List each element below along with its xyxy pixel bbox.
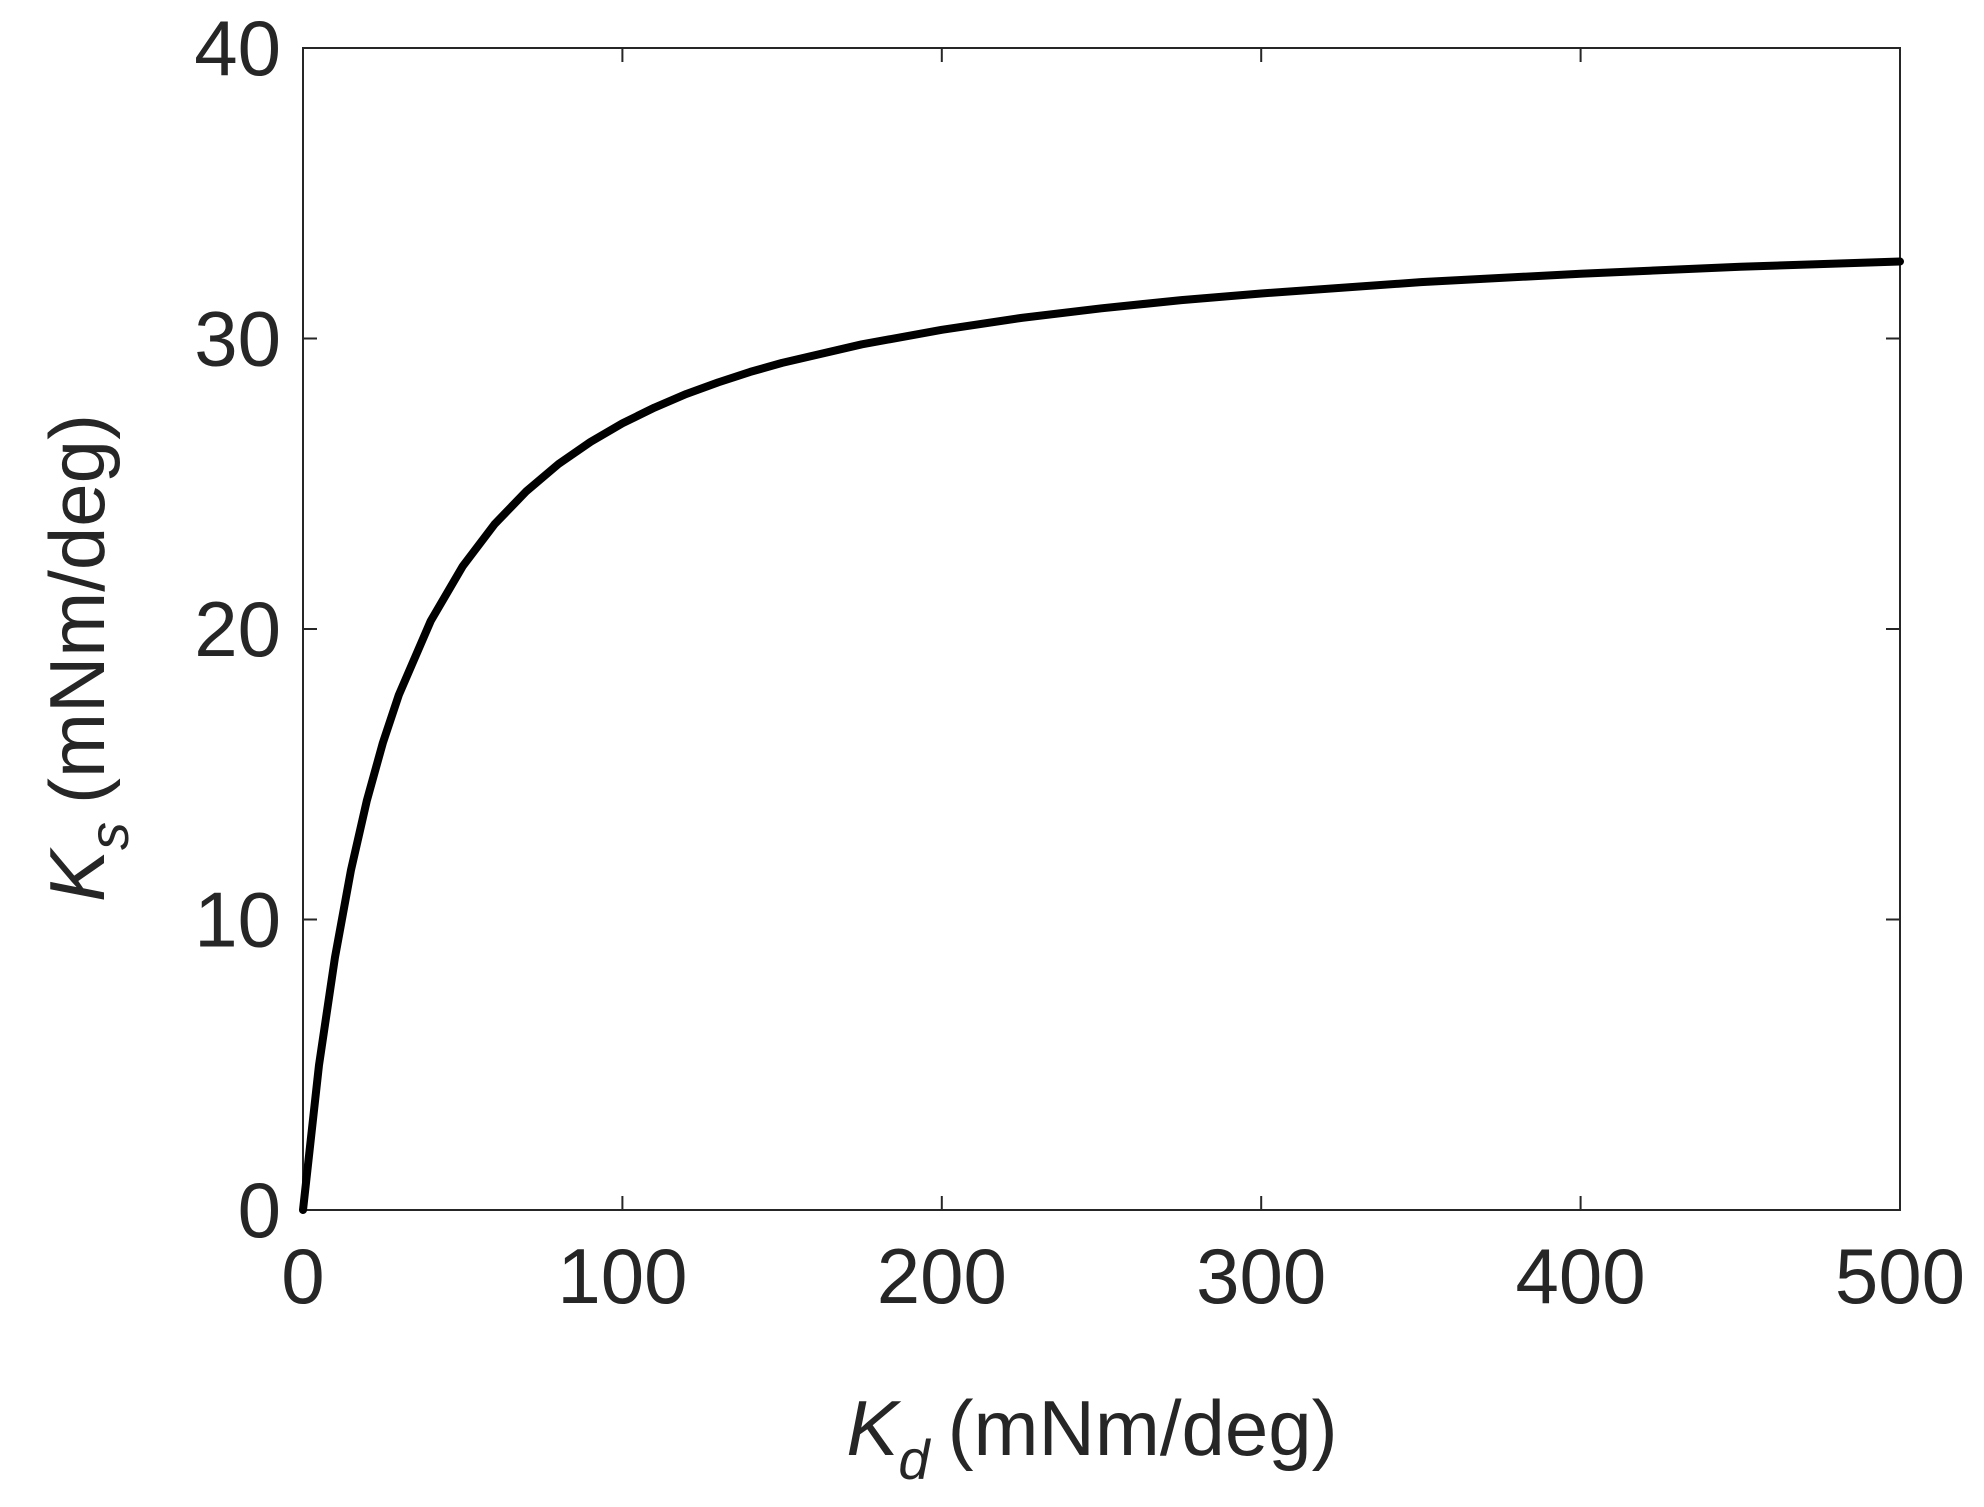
x-tick-labels: 0 100 200 300 400 500 — [281, 1232, 1965, 1320]
x-axis-label-symbol: K — [846, 1384, 901, 1472]
y-tick-label: 0 — [238, 1166, 281, 1254]
x-tick-label: 400 — [1516, 1232, 1646, 1320]
x-tick-label: 200 — [877, 1232, 1007, 1320]
x-tick-label: 300 — [1196, 1232, 1326, 1320]
y-tick-label: 40 — [194, 4, 281, 92]
y-axis-label-symbol: K — [33, 847, 121, 902]
x-tick-label: 500 — [1835, 1232, 1965, 1320]
y-tick-label: 20 — [194, 585, 281, 673]
y-axis-label-subscript: s — [77, 822, 140, 850]
x-axis-label-units: (mNm/deg) — [948, 1384, 1338, 1472]
y-tick-labels: 0 10 20 30 40 — [194, 4, 281, 1254]
x-axis-label-subscript: d — [898, 1428, 931, 1491]
x-tick-label: 0 — [281, 1232, 324, 1320]
y-tick-label: 30 — [194, 295, 281, 383]
y-tick-label: 10 — [194, 876, 281, 964]
series-line-1 — [299, 257, 1904, 1214]
y-axis-label-units: (mNm/deg) — [33, 414, 121, 804]
x-axis-label: Kd (mNm/deg) — [846, 1384, 1337, 1491]
plot-lines — [299, 257, 1904, 1214]
y-axis-label: Ks (mNm/deg) — [33, 414, 140, 902]
x-tick-label: 100 — [557, 1232, 687, 1320]
